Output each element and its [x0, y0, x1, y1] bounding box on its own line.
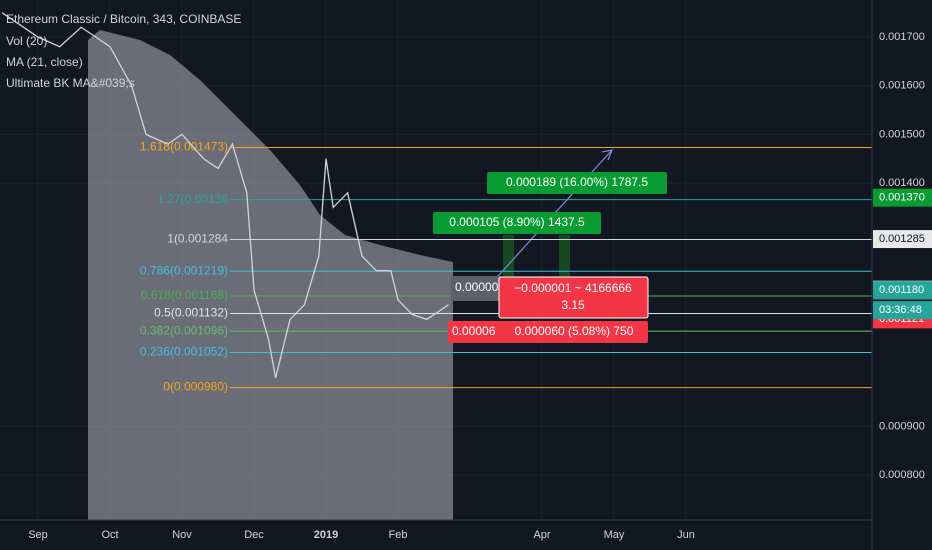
fib-label: 0(0.000980): [163, 380, 228, 394]
fib-label: 0.618(0.001168): [141, 288, 228, 302]
target-label: 0.000105 (8.90%) 1437.5: [449, 215, 585, 229]
price-tag-label: 0.001370: [879, 192, 925, 204]
x-tick-label: Oct: [101, 529, 118, 541]
y-tick-label: 0.001700: [879, 31, 925, 43]
x-tick-label: Jun: [677, 529, 695, 541]
countdown-tag: [873, 301, 932, 320]
fib-label: 1.27(0.00136: [157, 192, 228, 206]
chart-title: Ethereum Classic / Bitcoin, 343, COINBAS…: [6, 12, 241, 26]
price-line: [1, 12, 449, 378]
fib-label: 1(0.001284: [167, 232, 228, 246]
arrow-head: [601, 149, 613, 161]
price-tag-label: 0.001285: [879, 233, 925, 245]
countdown-label: 03:36:48: [879, 304, 922, 316]
price-tag: [873, 188, 932, 207]
stop-label: 0.000060 (5.08%) 750: [515, 324, 634, 338]
entry-label: 0.00000: [455, 280, 499, 294]
target-zone: [559, 235, 570, 285]
indicator-cloud: [88, 30, 453, 520]
axes: 0.001700 0.001600 0.001500 0.001400 0.000900…: [28, 31, 932, 541]
x-tick-label: Feb: [389, 529, 408, 541]
price-tag-label: 0.001180: [879, 284, 924, 296]
x-tick-label: May: [604, 529, 625, 541]
x-tick-label: Sep: [28, 529, 48, 541]
x-tick-label: 2019: [314, 529, 338, 541]
target-label: 0.000189 (16.00%) 1787.5: [506, 175, 648, 189]
y-tick-label: 0.001400: [879, 177, 925, 189]
legend-entry: Ultimate BK MA&#039;s: [6, 76, 135, 90]
price-tag: [873, 281, 932, 300]
fib-label: 0.786(0.001219): [140, 263, 228, 277]
y-axis-panel: [872, 0, 932, 550]
stop-label: 0.00006: [452, 324, 496, 338]
ratio-label: 3.15: [561, 298, 585, 312]
y-tick-label: 0.001500: [879, 128, 925, 140]
fib-label: 0.382(0.001096): [140, 323, 228, 337]
fib-label: 0.5(0.001132): [154, 306, 228, 320]
fib-label: 1.618(0.001473): [140, 140, 228, 154]
y-tick-label: 0.000800: [879, 469, 925, 481]
ratio-box: [498, 276, 649, 319]
target-zone: [503, 235, 514, 290]
legend-entry: MA (21, close): [6, 55, 83, 69]
stop-box: [448, 321, 648, 343]
y-tick-label: 0.001600: [879, 80, 925, 92]
x-tick-label: Nov: [172, 529, 192, 541]
ratio-label: −0.000001 ~ 4166666: [514, 281, 632, 295]
x-tick-label: Apr: [533, 529, 550, 541]
target-box: [433, 212, 601, 234]
fib-label: 0.236(0.001052): [140, 345, 228, 359]
entry-box: [451, 276, 501, 301]
target-box: [487, 172, 667, 194]
x-tick-label: Dec: [244, 529, 264, 541]
price-tag: [873, 230, 932, 249]
legend-entry: Vol (20): [6, 34, 47, 48]
y-tick-label: 0.000900: [879, 420, 925, 432]
